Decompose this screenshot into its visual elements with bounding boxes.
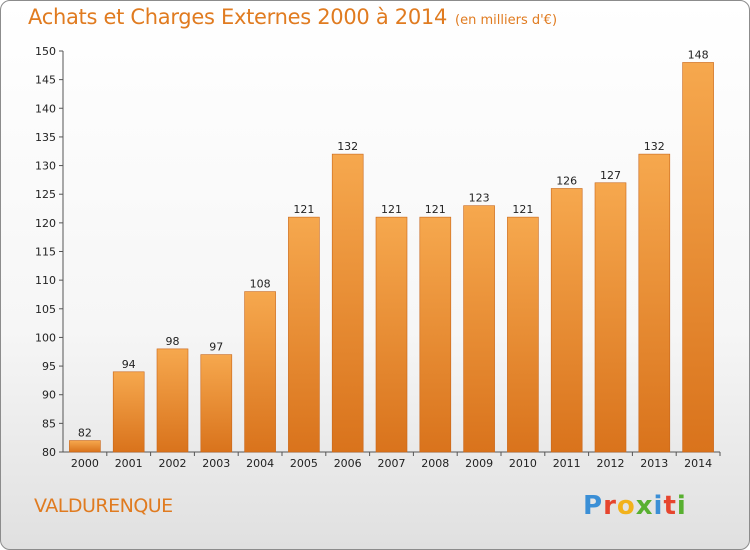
data-label-2013: 132 [644,140,665,153]
y-tick-label: 90 [42,389,56,402]
y-tick-label: 145 [35,74,56,87]
bar-2006 [331,153,364,453]
data-label-2004: 108 [250,278,271,291]
x-tick-label: 2004 [246,457,274,470]
data-label-2010: 121 [512,203,533,216]
x-tick-label: 2005 [290,457,318,470]
x-tick-label: 2008 [421,457,449,470]
x-tick-label: 2012 [597,457,625,470]
chart-subtitle: (en milliers d'€) [455,13,558,28]
bar-2000 [69,440,101,453]
y-tick-label: 100 [35,331,56,344]
y-tick-label: 105 [35,303,56,316]
bar-2011 [550,188,583,453]
bar-2013 [638,153,671,453]
bar-2004 [244,291,276,453]
logo-letter: i [676,491,687,521]
logo-letter: r [603,491,617,521]
proxiti-logo: Proxiti [583,491,687,521]
logo-letter: P [583,491,604,521]
y-tick-label: 120 [35,217,56,230]
data-label-2003: 97 [209,341,223,354]
x-tick-label: 2002 [159,457,187,470]
y-tick-label: 130 [35,160,56,173]
x-tick-label: 2014 [684,457,712,470]
logo-letter: x [635,491,654,521]
bar-2002 [156,348,189,453]
data-label-2008: 121 [425,203,446,216]
data-label-2000: 82 [78,427,92,440]
x-tick-label: 2013 [640,457,668,470]
data-label-2011: 126 [556,174,577,187]
x-tick-label: 2001 [115,457,143,470]
logo-letter: i [653,491,664,521]
data-label-2005: 121 [293,203,314,216]
bar-2010 [507,216,539,453]
data-label-2014: 148 [688,48,709,61]
y-tick-label: 150 [35,45,56,58]
bar-2007 [375,216,408,453]
x-tick-label: 2003 [202,457,230,470]
chart-title: Achats et Charges Externes 2000 à 2014 [28,5,448,29]
bar-2003 [200,354,233,453]
data-label-2001: 94 [122,358,136,371]
bar-2008 [419,216,452,453]
logo-letter: o [616,491,636,521]
data-labels: 82 94 98 97 108 121 132 121 121 123 121 126 127 132 14… [78,48,709,439]
x-tick-label: 2010 [509,457,537,470]
bar-2001 [112,371,145,453]
logo-letter: t [663,491,677,521]
y-tick-label: 95 [42,360,56,373]
commune-name: VALDURENQUE [34,495,173,517]
y-tick-label: 80 [42,446,56,459]
data-label-2002: 98 [166,335,180,348]
data-label-2012: 127 [600,169,621,182]
x-tick-label: 2009 [465,457,493,470]
y-tick-label: 140 [35,102,56,115]
bar-2012 [594,182,627,453]
axes: 80 85 90 95 100 105 110 115 120 125 130 135 140 145 15… [35,45,721,470]
data-label-2009: 123 [469,192,490,205]
y-tick-label: 135 [35,131,56,144]
bar-2014 [682,62,714,453]
bar-2005 [288,216,320,453]
title-row: Achats et Charges Externes 2000 à 2014 (e… [28,5,557,29]
x-tick-label: 2007 [378,457,406,470]
x-tick-label: 2000 [71,457,99,470]
x-tick-label: 2011 [553,457,581,470]
y-tick-label: 110 [35,274,56,287]
y-tick-label: 85 [42,417,56,430]
bar-2009 [463,205,495,453]
x-tick-label: 2006 [334,457,362,470]
data-label-2006: 132 [337,140,358,153]
y-tick-label: 115 [35,246,56,259]
y-tick-label: 125 [35,188,56,201]
bars [69,62,714,453]
data-label-2007: 121 [381,203,402,216]
